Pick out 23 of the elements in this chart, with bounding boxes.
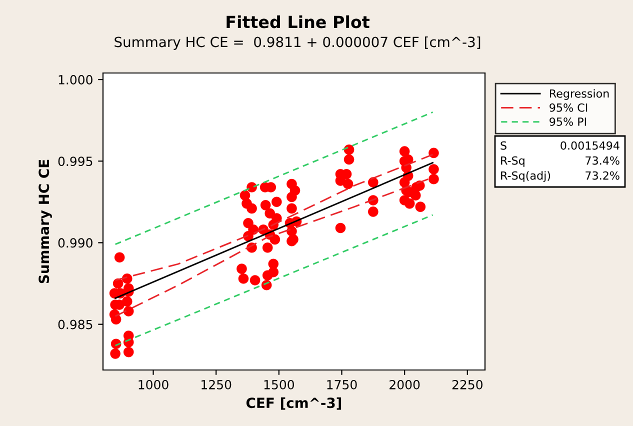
x-axis-title: CEF [cm^-3] <box>246 397 342 410</box>
x-tick-label: 2000 <box>390 380 420 390</box>
text: 73.4% <box>586 156 620 165</box>
x-tick-label: 2250 <box>452 380 482 390</box>
x-tick-label: 1750 <box>327 380 357 390</box>
legend-label: 95% CI <box>550 103 588 112</box>
chart-title: Fitted Line Plot <box>226 15 370 28</box>
y-tick-label: 1.000 <box>58 75 92 84</box>
chart-subtitle: Summary HC CE = 0.9811 + 0.000007 CEF [cm^-3] <box>114 36 480 50</box>
legend-label: 95% PI <box>550 117 586 126</box>
y-tick-label: 0.990 <box>58 238 92 248</box>
text: 73.2% <box>586 171 620 180</box>
y-tick-label: 0.995 <box>58 156 92 166</box>
x-tick-label: 1500 <box>264 380 294 390</box>
legend-label: Regression <box>550 89 609 100</box>
y-axis-title: Summary HC CE <box>38 160 52 284</box>
x-tick-label: 1250 <box>202 380 232 390</box>
text: R-Sq(adj) <box>501 171 550 182</box>
text: S <box>500 141 506 150</box>
text: 0.0015494 <box>560 141 620 150</box>
x-tick-label: 1000 <box>138 380 168 390</box>
text: R-Sq <box>501 156 524 167</box>
y-tick-label: 0.985 <box>58 320 92 330</box>
